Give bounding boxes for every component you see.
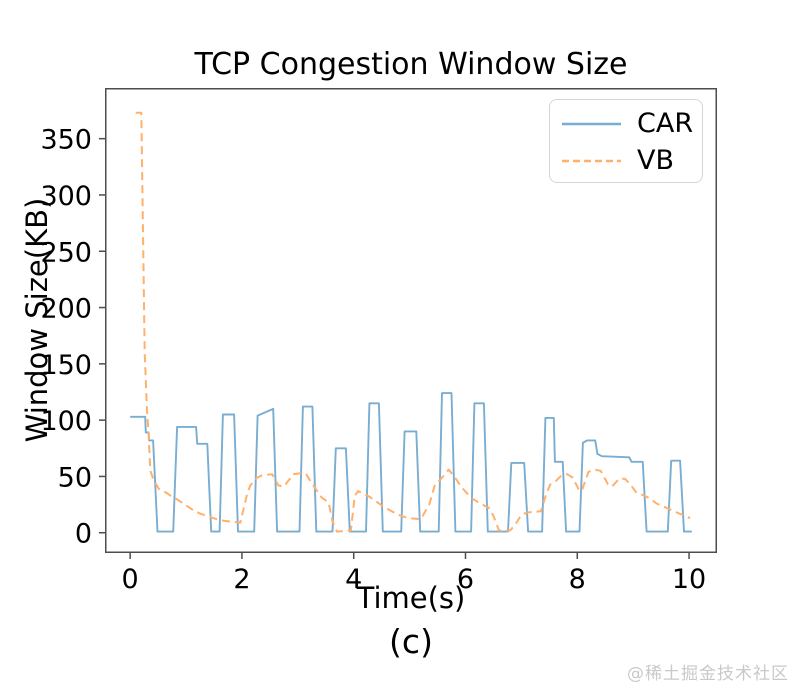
legend-label-car: CAR — [637, 108, 694, 139]
y-tick-label: 300 — [40, 181, 92, 212]
plot-area: 0 2 4 6 8 10 0 50 100 150 200 250 300 350 CAR VB — [40, 88, 717, 595]
x-axis-label: Time(s) — [356, 581, 466, 615]
y-tick-label: 250 — [40, 237, 92, 268]
subfigure-caption: (c) — [389, 622, 433, 661]
legend-item-car: CAR — [560, 105, 702, 142]
x-tick-label: 4 — [345, 564, 362, 595]
car-line-swatch — [562, 122, 621, 125]
legend-item-vb: VB — [560, 142, 702, 179]
vb-series-line — [135, 111, 691, 533]
x-tick-label: 2 — [233, 564, 250, 595]
watermark: @稀土掘金技术社区 — [627, 664, 789, 684]
x-tick-label: 0 — [122, 564, 139, 595]
y-tick-label: 50 — [58, 462, 92, 493]
vb-line-swatch — [562, 159, 621, 162]
y-tick-label: 350 — [40, 125, 92, 156]
y-tick-label: 0 — [75, 519, 92, 550]
x-tick-label: 8 — [569, 564, 586, 595]
y-tick-label: 100 — [40, 406, 92, 437]
car-series-line — [130, 392, 692, 533]
x-tick-label: 6 — [457, 564, 474, 595]
legend-label-vb: VB — [637, 145, 674, 176]
plot-frame — [105, 88, 717, 553]
y-tick-label: 150 — [40, 350, 92, 381]
chart-title: TCP Congestion Window Size — [194, 47, 628, 82]
y-tick-label: 200 — [40, 294, 92, 325]
x-tick-label: 10 — [672, 564, 706, 595]
legend: CAR VB — [549, 99, 703, 183]
